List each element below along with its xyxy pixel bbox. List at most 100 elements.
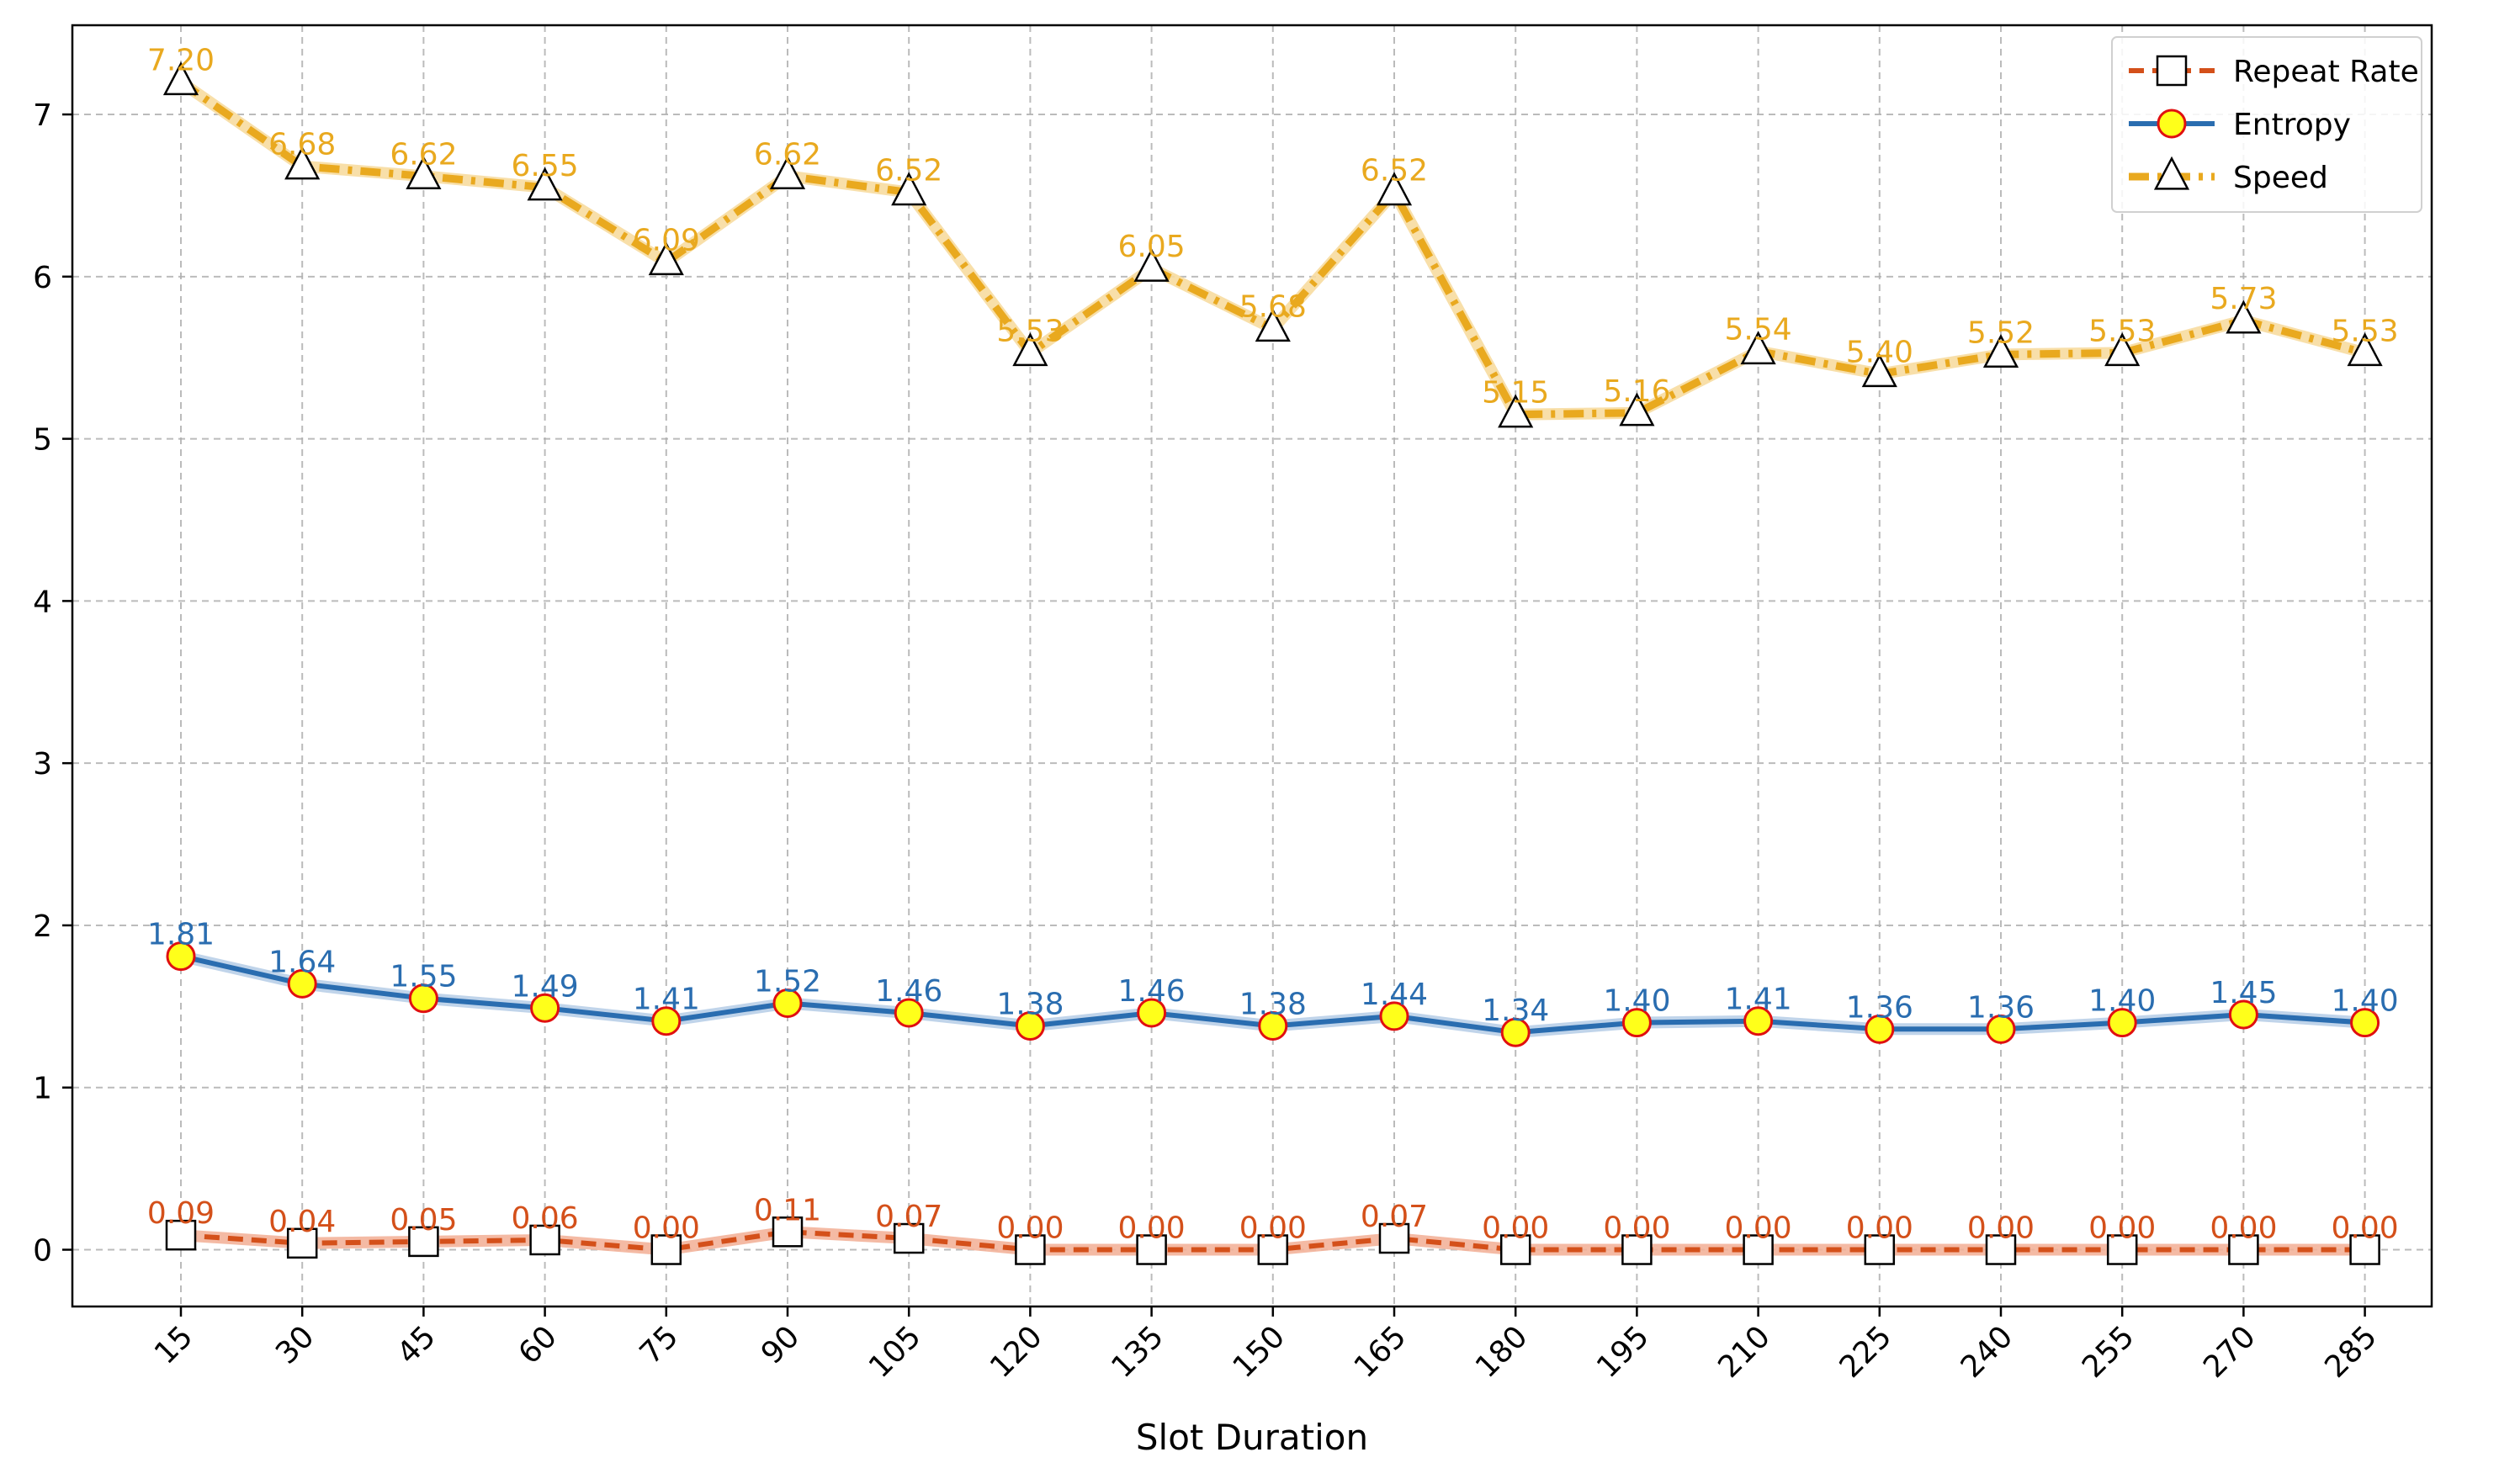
x-tick-label: 30 — [269, 1319, 321, 1370]
data-label: 1.40 — [2332, 984, 2399, 1019]
data-label: 0.00 — [1482, 1211, 1549, 1246]
data-point — [1743, 1234, 1774, 1265]
data-label: 0.00 — [996, 1211, 1064, 1246]
data-point — [1982, 334, 2019, 368]
data-label: 1.64 — [268, 945, 336, 979]
data-point — [1619, 392, 1655, 427]
y-tick-label: 5 — [33, 423, 52, 458]
data-point — [1499, 1234, 1531, 1265]
data-label: 0.06 — [512, 1201, 579, 1236]
data-point — [1861, 353, 1897, 388]
data-label: 0.07 — [1361, 1200, 1428, 1234]
data-label: 5.73 — [2210, 282, 2277, 316]
data-point — [1500, 1017, 1531, 1047]
data-point — [2104, 332, 2141, 367]
data-label: 0.00 — [1725, 1211, 1792, 1246]
x-tick-label: 165 — [1348, 1319, 1414, 1385]
data-label: 1.49 — [512, 969, 579, 1004]
data-label: 6.05 — [1118, 230, 1186, 264]
data-label: 1.40 — [1603, 984, 1670, 1019]
data-point — [1133, 247, 1170, 282]
data-point — [162, 61, 199, 96]
data-label: 0.00 — [2088, 1211, 2156, 1246]
data-point — [1255, 308, 1291, 342]
data-label: 5.16 — [1603, 374, 1670, 409]
x-tick-label: 150 — [1227, 1319, 1292, 1385]
x-axis-ticks: 15 30 45 60 75 90 105 120 135 150 165 180 195 210 225 2… — [148, 1306, 2384, 1385]
data-point — [1379, 1001, 1409, 1031]
x-axis-title: Slot Duration — [1136, 1417, 1368, 1458]
data-label: 1.38 — [1239, 987, 1307, 1021]
data-point — [2228, 1234, 2259, 1265]
data-label: 5.53 — [2088, 314, 2156, 348]
data-label: 1.38 — [996, 987, 1064, 1021]
y-axis-ticks: 0 1 2 3 4 5 6 7 — [33, 98, 72, 1269]
data-point — [2226, 299, 2262, 334]
data-label: 0.00 — [2332, 1211, 2399, 1246]
data-point — [1740, 331, 1776, 365]
x-tick-label: 120 — [984, 1319, 1049, 1385]
data-label: 5.52 — [1967, 315, 2035, 350]
data-point — [1865, 1014, 1895, 1044]
data-point — [891, 172, 927, 206]
data-point — [1136, 1234, 1167, 1265]
y-tick-label: 0 — [33, 1234, 52, 1269]
y-tick-label: 3 — [33, 747, 52, 782]
legend-marker — [2157, 109, 2187, 139]
data-label: 1.55 — [390, 960, 457, 994]
series-area — [162, 61, 2383, 1265]
data-label: 0.00 — [1603, 1211, 1670, 1246]
data-point — [165, 1219, 197, 1251]
data-point — [1621, 1008, 1652, 1038]
data-point — [166, 941, 196, 972]
x-tick-label: 45 — [390, 1319, 442, 1370]
grid — [72, 25, 2432, 1306]
data-label: 1.36 — [1846, 990, 1913, 1025]
data-label: 1.52 — [754, 964, 821, 999]
data-point — [1015, 1234, 1046, 1265]
x-tick-label: 105 — [862, 1319, 928, 1385]
data-label: 6.68 — [268, 128, 336, 162]
y-tick-label: 2 — [33, 909, 52, 944]
legend-item: Entropy — [2129, 108, 2351, 142]
data-point — [2106, 1234, 2138, 1265]
data-label: 1.34 — [1482, 994, 1549, 1028]
data-point — [1376, 172, 1413, 206]
data-point — [1015, 1010, 1045, 1041]
data-label: 1.41 — [633, 983, 700, 1017]
data-point — [894, 998, 924, 1028]
legend-label: Speed — [2233, 161, 2328, 195]
data-label: 1.46 — [875, 974, 942, 1009]
data-point — [772, 988, 803, 1018]
data-point — [1258, 1010, 1288, 1041]
x-tick-label: 225 — [1833, 1319, 1899, 1385]
series-repeat-rate — [165, 1216, 2380, 1265]
data-point — [1621, 1234, 1653, 1265]
data-labels: 0.09 0.04 0.05 0.06 0.00 0.11 0.07 0.00 0.00 0.00… — [147, 43, 2399, 1245]
data-point — [530, 993, 560, 1023]
data-point — [648, 241, 684, 276]
data-label: 6.62 — [754, 137, 821, 172]
x-tick-label: 255 — [2076, 1319, 2141, 1385]
data-point — [529, 1224, 560, 1256]
data-label: 1.46 — [1118, 974, 1186, 1009]
data-point — [2350, 1008, 2380, 1038]
data-point — [287, 968, 317, 999]
x-tick-label: 75 — [634, 1319, 685, 1370]
x-tick-label: 240 — [1955, 1319, 2020, 1385]
data-point — [2349, 1234, 2380, 1265]
data-point — [1985, 1234, 2017, 1265]
legend-marker — [2156, 55, 2188, 87]
legend: Repeat Rate Entropy Speed — [2111, 36, 2422, 213]
legend-item: Speed — [2129, 156, 2328, 195]
x-tick-label: 210 — [1711, 1319, 1777, 1385]
data-label: 0.05 — [390, 1203, 457, 1238]
data-label: 1.81 — [147, 918, 215, 952]
data-point — [650, 1234, 682, 1265]
data-label: 7.20 — [147, 43, 215, 77]
data-point — [1257, 1234, 1289, 1265]
data-label: 0.00 — [1239, 1211, 1307, 1246]
x-tick-label: 90 — [755, 1319, 806, 1370]
data-label: 1.41 — [1725, 983, 1792, 1017]
data-label: 0.04 — [268, 1205, 336, 1239]
